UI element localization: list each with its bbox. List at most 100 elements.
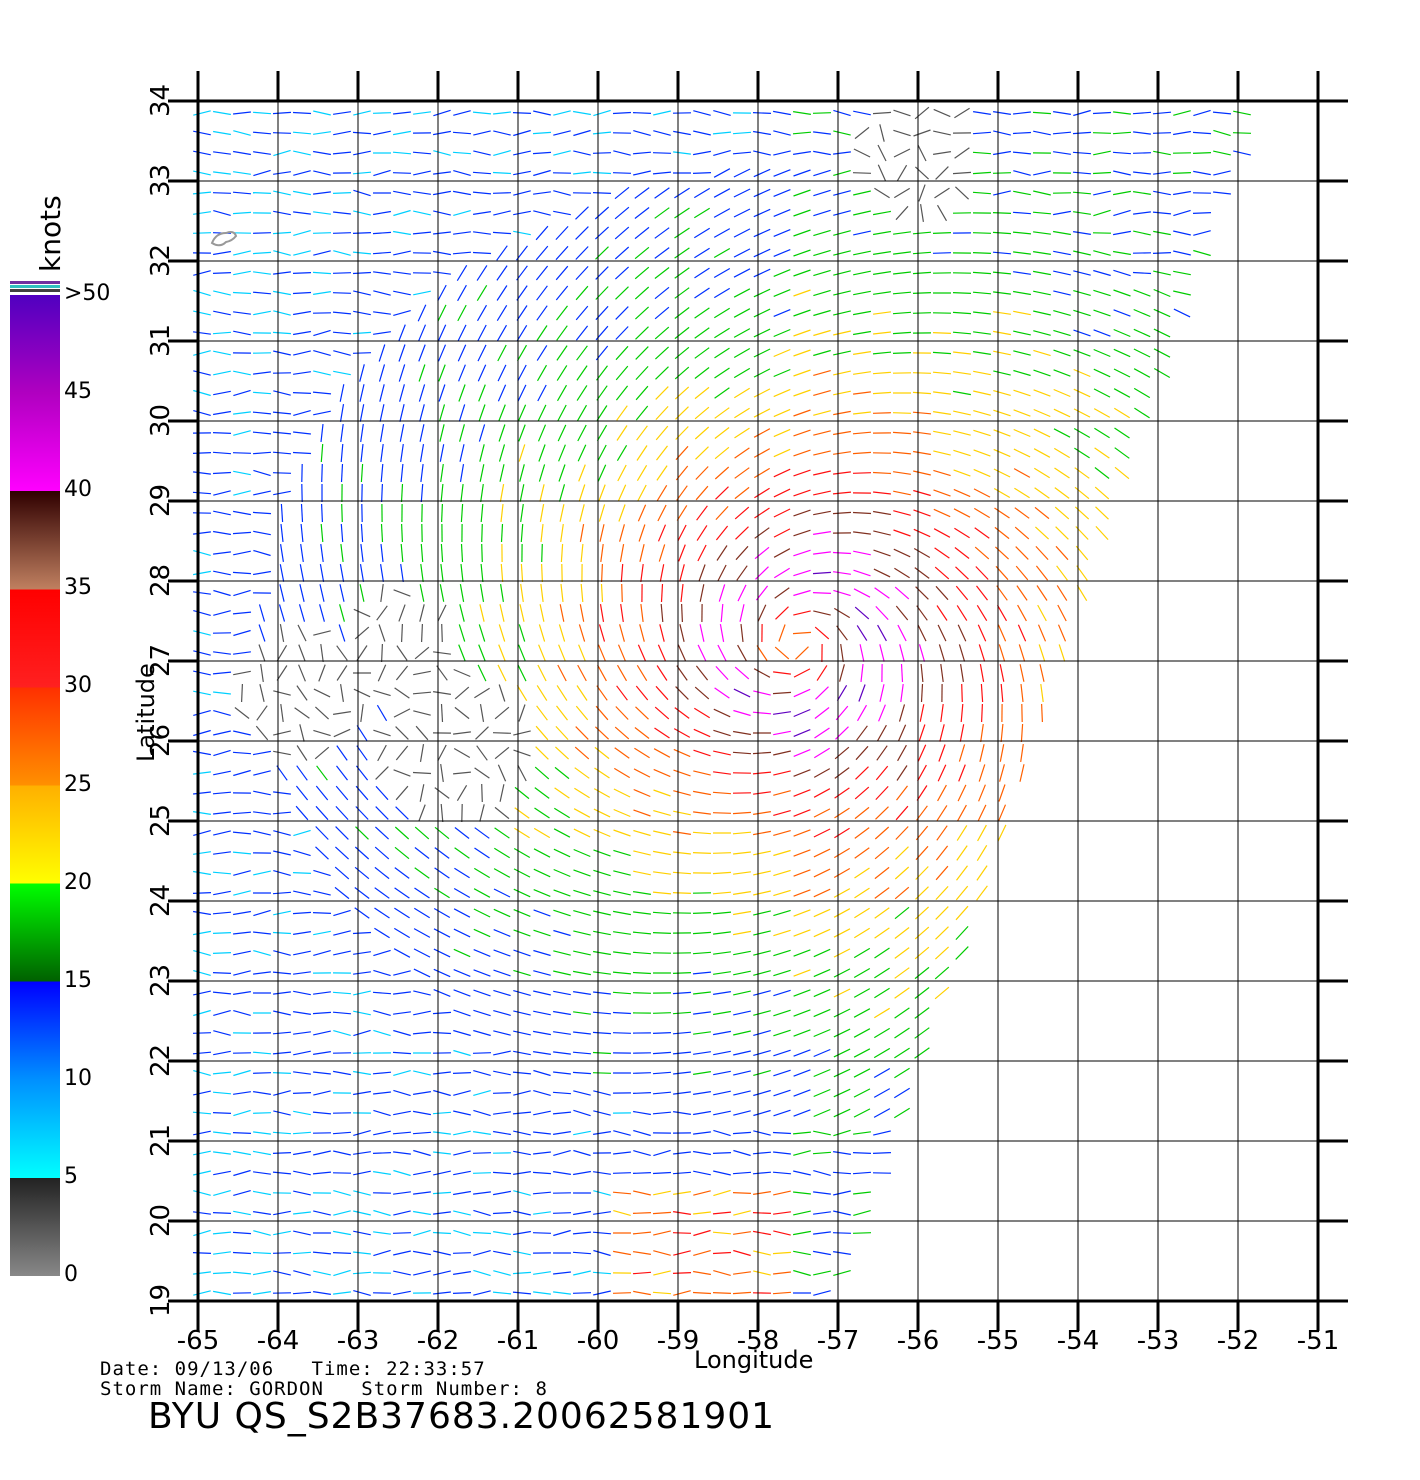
wind-vector [1017, 624, 1027, 642]
wind-vector [473, 1109, 491, 1117]
wind-vector [733, 228, 751, 238]
wind-vector [813, 747, 831, 759]
wind-vector [1113, 250, 1131, 256]
wind-vector [652, 911, 672, 915]
wind-vector [453, 771, 471, 775]
wind-vector [674, 267, 690, 279]
wind-vector [693, 1131, 711, 1135]
wind-vector [536, 685, 548, 701]
wind-vector [773, 150, 791, 156]
wind-vector [575, 226, 589, 240]
wind-vector [373, 271, 391, 275]
wind-vector [213, 1170, 231, 1176]
wind-vector [793, 111, 811, 115]
wind-vector [935, 926, 949, 940]
wind-vector [453, 668, 471, 678]
wind-vector [212, 1071, 232, 1075]
wind-vector [192, 232, 212, 234]
wind-vector [793, 1049, 811, 1057]
wind-vector [232, 531, 252, 535]
wind-vector [632, 1072, 652, 1074]
wind-vector [654, 727, 670, 739]
wind-vector [753, 248, 771, 258]
wind-vector [956, 865, 968, 881]
wind-vector [420, 464, 424, 482]
wind-vector [440, 543, 444, 563]
wind-vector [553, 889, 571, 897]
wind-vector [693, 1150, 711, 1156]
wind-vector [872, 371, 892, 375]
wind-vector [1072, 131, 1092, 135]
wind-vector [895, 805, 909, 821]
wind-vector [379, 384, 385, 402]
wind-vector [753, 1270, 771, 1276]
wind-vector [616, 444, 628, 462]
wind-vector [632, 1172, 652, 1174]
wind-vector [733, 1110, 751, 1116]
wind-vector [312, 1171, 332, 1175]
wind-vector [692, 172, 712, 174]
wind-vector [713, 1129, 731, 1137]
wind-vector [619, 624, 625, 642]
wind-vector [193, 950, 211, 956]
wind-vector [753, 791, 771, 795]
wind-vector [457, 304, 467, 322]
wind-vector [193, 910, 211, 916]
wind-vector [233, 1069, 251, 1077]
wind-vector [576, 404, 588, 422]
wind-vector [733, 188, 751, 198]
wind-vector [1012, 211, 1032, 215]
plot-frame [196, 99, 1320, 1303]
wind-vector [413, 1010, 431, 1016]
wind-vector [958, 764, 966, 782]
wind-vector [656, 484, 668, 502]
wind-vector [873, 549, 891, 557]
wind-vector [773, 348, 791, 358]
wind-vector [813, 329, 831, 337]
wind-vector [192, 1111, 212, 1115]
y-tick-label: 23 [146, 963, 176, 997]
wind-vector [852, 172, 872, 174]
wind-vector [232, 1271, 252, 1275]
wind-vector [376, 704, 388, 722]
wind-vector [672, 1011, 692, 1015]
wind-vector [935, 906, 949, 920]
wind-vector [1112, 190, 1132, 196]
wind-vector [732, 1171, 752, 1175]
wind-vector [673, 1191, 691, 1195]
wind-vector [373, 949, 391, 957]
wind-vector [440, 464, 444, 482]
wind-vector [1133, 308, 1151, 318]
wind-vector [360, 463, 364, 483]
wind-vector [453, 1130, 471, 1136]
wind-vector [273, 791, 291, 795]
wind-vector [434, 826, 450, 840]
wind-vector [713, 1110, 731, 1116]
wind-vector [1093, 250, 1111, 256]
wind-vector [640, 604, 644, 622]
wind-vector [193, 130, 211, 136]
x-tick-label: -62 [416, 1326, 460, 1356]
wind-vector [653, 1190, 671, 1196]
wind-vector [1132, 152, 1152, 154]
wind-vector [674, 707, 690, 719]
wind-vector [672, 1232, 692, 1234]
wind-vector [772, 110, 792, 116]
wind-vector [212, 1231, 232, 1235]
wind-vector [516, 324, 528, 342]
wind-vector [693, 1011, 711, 1015]
wind-vector [313, 370, 331, 376]
wind-vector [733, 688, 751, 698]
wind-vector [273, 1210, 291, 1216]
wind-vector [873, 291, 891, 295]
wind-vector [360, 544, 364, 562]
wind-vector [212, 911, 232, 915]
wind-vector [534, 807, 550, 819]
wind-vector [232, 811, 252, 815]
wind-vector [573, 150, 591, 156]
wind-vector [816, 665, 828, 681]
wind-vector [696, 505, 708, 521]
wind-vector [558, 624, 566, 642]
wind-vector [573, 1149, 591, 1157]
wind-vector [713, 150, 731, 156]
